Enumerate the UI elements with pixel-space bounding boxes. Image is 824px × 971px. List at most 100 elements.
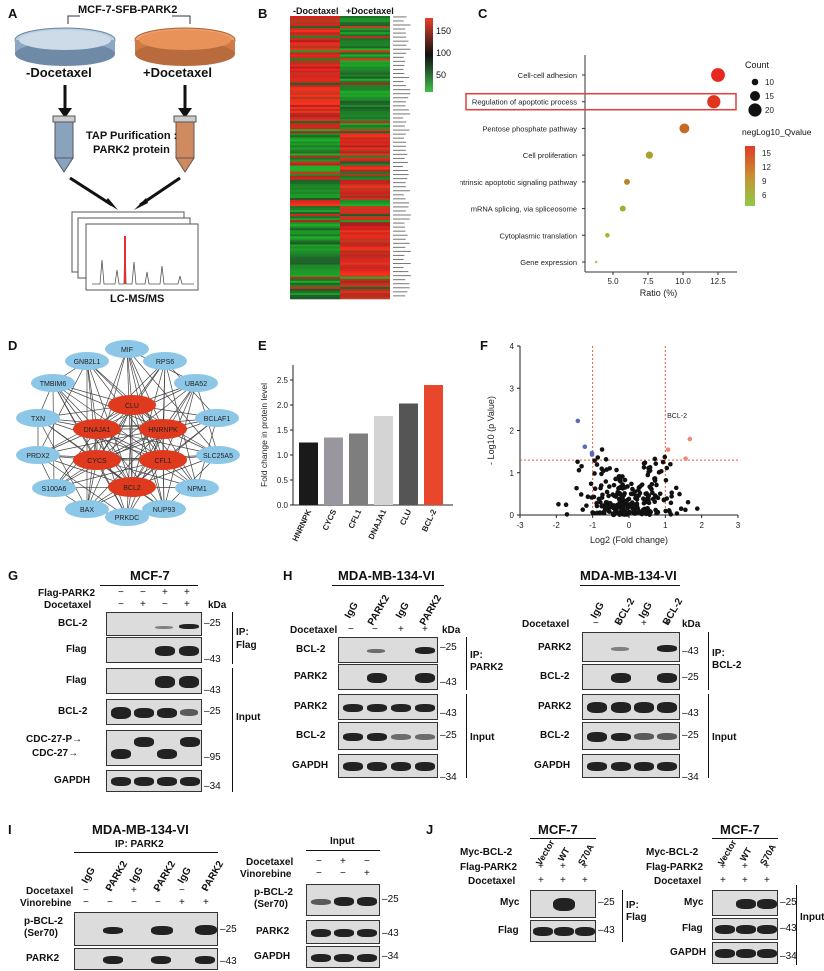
- count-legend-title: Count: [745, 60, 770, 70]
- h2-label-4: BCL-2: [540, 730, 570, 741]
- f-point: [683, 507, 688, 513]
- d-node-label: HNRNPK: [148, 427, 178, 434]
- e-bar: [424, 385, 443, 505]
- j-blot-myc: [530, 890, 596, 918]
- f-point: [556, 501, 561, 507]
- f-point: [603, 457, 609, 462]
- h2-mw-1: 43: [682, 646, 699, 657]
- c-dot: [605, 232, 610, 238]
- f-point: [649, 486, 654, 492]
- heatmap-col-minus: -Docetaxel: [293, 6, 339, 16]
- h1-blot-bcl2-ip: [338, 637, 438, 663]
- c-dot: [595, 260, 598, 264]
- plus-docetaxel-label: +Docetaxel: [143, 65, 213, 80]
- d-node-blue: [32, 479, 76, 497]
- h1-blot-gapdh: [338, 754, 438, 778]
- j2-input: Input: [800, 912, 824, 923]
- h1-lane-2: PARK2: [366, 593, 393, 628]
- j2-label-flag: Flag: [682, 923, 703, 934]
- g-mw-43a: 43: [204, 654, 221, 665]
- lcms-label: LC-MS/MS: [110, 293, 165, 305]
- h2-mw-5: 34: [682, 772, 699, 783]
- i-vinorebine: Vinorebine: [20, 898, 72, 909]
- c-count-legend-dot: [751, 78, 759, 86]
- g-blot-bcl2-input: [106, 699, 202, 725]
- i-input-blot-park2: [306, 920, 380, 944]
- f-point: [639, 482, 645, 487]
- g-ip-target: Flag: [236, 640, 257, 651]
- c-xtick: 5.0: [607, 277, 619, 286]
- j-title: MCF-7: [538, 822, 578, 837]
- d-node-blue: [195, 409, 239, 427]
- g-docetaxel: Docetaxel: [44, 600, 92, 611]
- f-xtick: 3: [736, 521, 741, 530]
- i-input-label-ser70: (Ser70): [254, 899, 288, 910]
- d-node-blue: [174, 374, 218, 392]
- i-input-vinorebine: Vinorebine: [240, 869, 292, 880]
- c-dot: [624, 178, 630, 185]
- f-point: [582, 444, 588, 450]
- c-highlight-box: [465, 92, 737, 111]
- c-count-legend-val: 15: [765, 92, 774, 101]
- f-point: [629, 481, 634, 487]
- f-point: [663, 508, 668, 514]
- i-mw-25: 25: [220, 924, 237, 935]
- e-xtick: CFL1: [347, 508, 364, 530]
- f-point: [650, 496, 656, 502]
- h1-lane-3: IgG: [394, 600, 412, 621]
- c-term-label: mRNA splicing, via spliceosome: [471, 205, 577, 214]
- d-node-label: CLU: [125, 403, 139, 410]
- j-flag: Flag-PARK2: [460, 862, 518, 873]
- e-ytick: 1.5: [277, 426, 289, 435]
- d-node-label: RPS6: [156, 359, 174, 366]
- f-point: [574, 485, 579, 491]
- f-annotation: BCL-2: [667, 413, 687, 420]
- g-mw-43b: 43: [204, 685, 221, 696]
- f-xtick: -1: [589, 521, 597, 530]
- c-dot: [619, 205, 626, 212]
- j-myc: Myc-BCL-2: [460, 847, 513, 858]
- scale-100: 100: [436, 48, 452, 58]
- g-label-bcl2-input: BCL-2: [58, 706, 88, 717]
- i-input-mw-25: 25: [382, 894, 399, 905]
- h1-ipt: PARK2: [470, 662, 504, 673]
- c-dot: [711, 68, 725, 82]
- e-ytick: 2.5: [277, 376, 289, 385]
- d-node-label: S100A6: [42, 486, 67, 493]
- f-point: [588, 481, 594, 487]
- e-xtick: CYCS: [321, 507, 339, 532]
- f-point: [646, 500, 652, 506]
- d-node-red: [139, 450, 187, 470]
- f-ytick: 0: [510, 511, 515, 520]
- e-xtick: DNAJA1: [367, 508, 389, 541]
- panel-label-b: B: [258, 6, 268, 21]
- j2-blot-flag: [712, 918, 778, 940]
- c-dot: [707, 95, 721, 109]
- j2-flag: Flag-PARK2: [646, 862, 704, 873]
- f-point: [694, 506, 700, 511]
- f-point: [603, 479, 609, 484]
- d-node-label: CFL1: [154, 458, 171, 465]
- f-point: [611, 503, 617, 508]
- f-xtick: 2: [699, 521, 704, 530]
- d-node-red: [139, 419, 187, 439]
- d-node-label: DNAJA1: [84, 427, 111, 434]
- panel-label-e: E: [258, 338, 267, 353]
- g-ip: IP:: [236, 627, 249, 638]
- i-lane-1: IgG: [80, 865, 98, 886]
- f-point: [590, 510, 595, 515]
- d-node-label: SLC25A5: [203, 453, 233, 460]
- f-point: [575, 459, 580, 465]
- f-point: [666, 508, 672, 513]
- g-blot-flag-input: [106, 668, 202, 694]
- i-label-pbcl2: p-BCL-2: [24, 916, 63, 927]
- d-node-blue: [143, 352, 187, 370]
- g-blot-flag-ip: [106, 637, 202, 663]
- f-point: [585, 494, 591, 499]
- d-node-blue: [105, 508, 149, 526]
- c-dot: [679, 123, 690, 134]
- f-point: [677, 491, 682, 497]
- panel-label-c: C: [478, 6, 488, 21]
- heatmap-colorscale: [425, 18, 433, 92]
- f-point: [647, 508, 652, 514]
